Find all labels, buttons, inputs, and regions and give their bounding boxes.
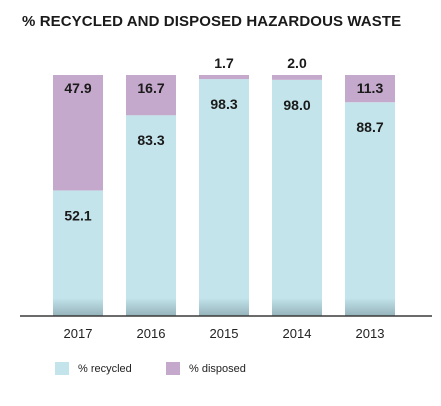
data-label-recycled: 98.0 — [283, 97, 310, 113]
data-label-disposed: 1.7 — [214, 55, 234, 71]
bar-disposed — [345, 75, 395, 103]
legend-swatch-disposed — [166, 362, 180, 375]
data-label-recycled: 83.3 — [137, 132, 164, 148]
bar-disposed — [126, 75, 176, 116]
data-label-recycled: 98.3 — [210, 96, 237, 112]
x-tick-label: 2017 — [64, 326, 93, 341]
bar-disposed — [272, 75, 322, 80]
data-label-recycled: 88.7 — [356, 119, 383, 135]
legend-swatch-recycled — [55, 362, 69, 375]
legend-item-recycled: % recycled — [55, 362, 132, 375]
chart-title: % RECYCLED AND DISPOSED HAZARDOUS WASTE — [22, 13, 402, 30]
x-tick-label: 2013 — [356, 326, 385, 341]
bar-disposed — [199, 75, 249, 80]
legend-item-disposed: % disposed — [166, 362, 246, 375]
data-label-disposed: 11.3 — [357, 80, 384, 96]
data-label-recycled: 52.1 — [64, 207, 91, 223]
bar-recycled — [199, 79, 249, 316]
bar-base-shade — [345, 298, 395, 316]
bar-recycled — [345, 102, 395, 316]
bar-base-shade — [272, 298, 322, 316]
legend-label-recycled: % recycled — [78, 362, 132, 375]
data-label-disposed: 47.9 — [64, 80, 91, 96]
x-tick-label: 2015 — [210, 326, 239, 341]
bar-recycled — [53, 190, 103, 316]
bar-base-shade — [126, 298, 176, 316]
data-label-disposed: 16.7 — [137, 80, 164, 96]
bar-recycled — [126, 115, 176, 316]
bar-disposed — [53, 75, 103, 191]
x-tick-label: 2016 — [137, 326, 166, 341]
bar-base-shade — [53, 298, 103, 316]
bar-recycled — [272, 79, 322, 316]
bar-base-shade — [199, 298, 249, 316]
data-label-disposed: 2.0 — [287, 55, 307, 71]
legend-label-disposed: % disposed — [189, 362, 246, 375]
x-tick-label: 2014 — [283, 326, 312, 341]
